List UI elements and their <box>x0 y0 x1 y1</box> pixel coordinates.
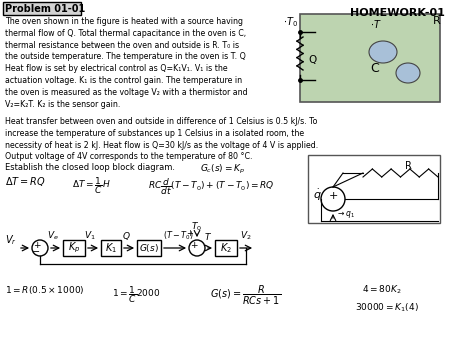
Text: $K_1$: $K_1$ <box>105 241 117 255</box>
Text: $\Delta T = RQ$: $\Delta T = RQ$ <box>5 175 45 188</box>
Text: increase the temperature of substances up 1 Celsius in a isolated room, the: increase the temperature of substances u… <box>5 129 304 138</box>
Text: HOMEWORK-01: HOMEWORK-01 <box>350 8 445 18</box>
Text: necessity of heat is 2 kJ. Heat flow is Q=30 kJ/s as the voltage of 4 V is appli: necessity of heat is 2 kJ. Heat flow is … <box>5 141 318 150</box>
Text: $30000 = K_1(4)$: $30000 = K_1(4)$ <box>355 301 419 314</box>
Text: Problem 01-01: Problem 01-01 <box>5 4 85 14</box>
Text: R: R <box>433 16 441 26</box>
Text: $K_p$: $K_p$ <box>68 241 80 255</box>
Text: $G_c(s)=K_p$: $G_c(s)=K_p$ <box>200 163 245 176</box>
Text: Q: Q <box>308 55 316 65</box>
Text: thermal flow of Q. Total thermal capacitance in the oven is C,: thermal flow of Q. Total thermal capacit… <box>5 29 246 38</box>
Text: $T$: $T$ <box>204 231 212 241</box>
Text: R: R <box>405 161 411 171</box>
Bar <box>63 240 85 256</box>
Bar <box>137 240 161 256</box>
Text: Heat transfer between oven and outside in difference of 1 Celsius is 0.5 kJ/s. T: Heat transfer between oven and outside i… <box>5 117 317 126</box>
Text: $T_0$: $T_0$ <box>191 221 202 233</box>
Text: the oven is measured as the voltage V₂ with a thermistor and: the oven is measured as the voltage V₂ w… <box>5 88 248 97</box>
Text: $\dot{q}$: $\dot{q}$ <box>313 187 322 203</box>
Text: $\Delta T = \dfrac{1}{C}H$: $\Delta T = \dfrac{1}{C}H$ <box>72 175 111 196</box>
Text: $(T-T_0)$: $(T-T_0)$ <box>163 230 194 242</box>
Text: V₂=K₂T. K₂ is the sensor gain.: V₂=K₂T. K₂ is the sensor gain. <box>5 100 121 108</box>
Text: Heat flow is set by electrical control as Q=K₁V₁. V₁ is the: Heat flow is set by electrical control a… <box>5 64 228 73</box>
Text: Establish the closed loop block diagram.: Establish the closed loop block diagram. <box>5 163 175 172</box>
Text: $Q$: $Q$ <box>122 230 130 242</box>
Text: +: + <box>190 241 198 249</box>
Text: $V_1$: $V_1$ <box>84 230 96 242</box>
Text: The oven shown in the figure is heated with a source having: The oven shown in the figure is heated w… <box>5 17 243 26</box>
Text: actuation voltage. K₁ is the control gain. The temperature in: actuation voltage. K₁ is the control gai… <box>5 76 242 85</box>
Text: $V_r$: $V_r$ <box>5 233 17 247</box>
Bar <box>300 14 440 102</box>
Text: $1 = \dfrac{1}{C}2000$: $1 = \dfrac{1}{C}2000$ <box>112 284 161 305</box>
Text: $\rightarrow q_1$: $\rightarrow q_1$ <box>336 210 355 220</box>
Text: $V_e$: $V_e$ <box>47 230 59 242</box>
Text: Output voltage of 4V corresponds to the temperature of 80 °C.: Output voltage of 4V corresponds to the … <box>5 152 252 162</box>
Text: $4 = 80K_2$: $4 = 80K_2$ <box>362 284 401 296</box>
Bar <box>101 240 121 256</box>
Text: $K_2$: $K_2$ <box>220 241 232 255</box>
Text: −: − <box>32 247 40 257</box>
Text: $RC\dfrac{d}{dt}(T-T_0)+(T-T_0)=RQ$: $RC\dfrac{d}{dt}(T-T_0)+(T-T_0)=RQ$ <box>148 176 274 197</box>
Ellipse shape <box>369 41 397 63</box>
Text: $V_2$: $V_2$ <box>240 230 252 242</box>
Text: $\cdot T$: $\cdot T$ <box>370 18 382 30</box>
Bar <box>215 240 237 256</box>
Text: +: + <box>33 241 41 249</box>
Text: thermal resistance between the oven and outside is R. T₀ is: thermal resistance between the oven and … <box>5 41 239 50</box>
Text: $\cdot T_0$: $\cdot T_0$ <box>283 15 298 29</box>
Text: the outside temperature. The temperature in the oven is T. Q: the outside temperature. The temperature… <box>5 52 246 62</box>
Bar <box>3 2 81 15</box>
Ellipse shape <box>396 63 420 83</box>
Text: C: C <box>371 62 379 74</box>
Text: $G(s) = \dfrac{R}{RCs+1}$: $G(s) = \dfrac{R}{RCs+1}$ <box>210 284 281 307</box>
Text: +: + <box>328 191 338 201</box>
Text: +: + <box>187 230 194 239</box>
Text: $1 = R(0.5\times1000)$: $1 = R(0.5\times1000)$ <box>5 284 85 296</box>
Text: $G(s)$: $G(s)$ <box>139 242 159 254</box>
Bar <box>308 155 440 223</box>
